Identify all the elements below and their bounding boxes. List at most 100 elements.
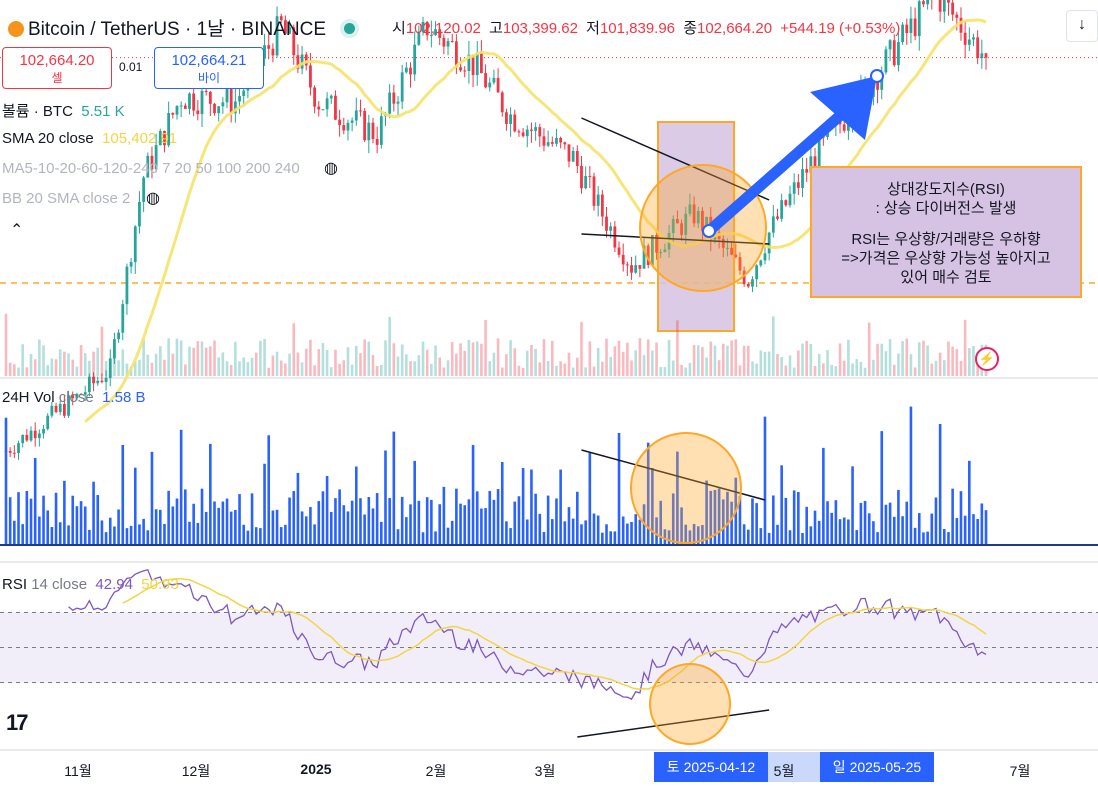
candle-body <box>571 151 575 162</box>
candle-body <box>972 37 975 40</box>
vol24-bar <box>951 488 954 545</box>
volume-bar <box>413 361 416 376</box>
candle-body <box>434 29 437 36</box>
candle-body <box>158 130 162 146</box>
candle-body <box>846 123 850 131</box>
candle-body <box>959 17 963 33</box>
annotation-line5: 있어 매수 검토 <box>900 269 992 286</box>
vol24-bar <box>246 530 250 545</box>
tradingview-logo[interactable]: 17 <box>6 710 29 735</box>
vol24-bar <box>584 520 587 545</box>
volume-legend[interactable]: 볼륨 · BTC 5.51 K <box>2 100 125 121</box>
date-badge-start[interactable]: 토 2025-04-12 <box>654 752 768 782</box>
volume-bar <box>713 345 717 376</box>
volume-bar <box>726 345 729 376</box>
candle-body <box>329 95 333 99</box>
rsi-divergence-annotation[interactable]: 상대강도지수(RSI) : 상승 다이버전스 발생 RSI는 우상향/거래량은 … <box>810 166 1082 298</box>
candle-body <box>275 16 279 56</box>
volume-bar <box>546 360 550 376</box>
volume-bar <box>304 348 308 376</box>
collapse-icon[interactable]: ↓ <box>1066 10 1098 42</box>
volume-bar <box>279 360 283 376</box>
volume-bar <box>884 351 888 376</box>
hidden-eye-icon[interactable]: ◍ <box>146 190 160 207</box>
chevron-up-icon[interactable]: ⌃ <box>10 222 24 239</box>
candle-body <box>229 87 233 114</box>
volume-bar <box>851 363 854 376</box>
vol24-bar <box>142 518 145 545</box>
volume-bar <box>171 353 175 376</box>
volume-bar <box>759 350 763 376</box>
volume-bar <box>550 340 554 376</box>
volume-bar <box>179 340 183 376</box>
rsi-highlight-circle <box>649 663 731 745</box>
volume-bar <box>196 341 200 376</box>
vol24-bar <box>405 517 408 545</box>
vol24-bar <box>384 450 387 545</box>
volume-bar <box>488 361 492 376</box>
candle-body <box>521 132 525 137</box>
volume-bar <box>517 365 521 376</box>
bb-legend[interactable]: BB 20 SMA close 2 <box>2 190 130 207</box>
rsi-ma-line <box>122 578 987 690</box>
candle-body <box>876 82 879 90</box>
annotation-line2: : 상승 다이버전스 발생 <box>875 200 1017 217</box>
symbol-title[interactable]: Bitcoin / TetherUS · 1날 · BINANCE <box>8 14 355 41</box>
vol24-bar <box>847 519 850 545</box>
volume-bar <box>225 361 229 376</box>
candle-body <box>913 18 917 37</box>
candle-body <box>488 82 492 88</box>
ma-legend[interactable]: MA5-10-20-60-120-240 7 20 50 100 200 240 <box>2 160 300 177</box>
candle-body <box>288 27 291 34</box>
candle-body <box>104 377 108 383</box>
time-tick: 2025 <box>300 761 332 777</box>
volume-bar <box>717 360 721 376</box>
candle-body <box>108 358 112 378</box>
buy-button[interactable]: 102,664.21 바이 <box>154 47 264 89</box>
vol24-bar <box>296 472 300 545</box>
candle-body <box>438 29 442 38</box>
hidden-eye-icon[interactable]: ◍ <box>324 160 338 177</box>
volume-bar <box>246 362 250 376</box>
volume-bar <box>817 354 821 376</box>
sell-button[interactable]: 102,664.20 셀 <box>2 47 112 89</box>
volume-bar <box>634 350 638 376</box>
vol24-bar <box>229 511 233 545</box>
time-axis[interactable]: 11월 12월 2025 2월 3월 7월 <box>0 750 1098 786</box>
candle-body <box>142 177 146 202</box>
candle-body <box>346 122 350 131</box>
volume-bar <box>930 363 934 376</box>
candle-body <box>338 119 342 126</box>
candle-body <box>304 54 308 66</box>
buy-label: 바이 <box>197 71 221 85</box>
candle-body <box>492 77 496 83</box>
candle-body <box>463 70 467 72</box>
vol24-bar <box>325 475 329 545</box>
date-badge-end[interactable]: 일 2025-05-25 <box>820 752 934 782</box>
volume-bar <box>580 322 583 376</box>
candle-body <box>396 101 400 104</box>
volume-bar <box>692 344 696 376</box>
vol24-bar <box>442 486 446 545</box>
volume-bar <box>613 346 617 376</box>
volume-bar <box>792 367 796 376</box>
vol24-bar <box>492 499 496 545</box>
vol24-bar <box>972 514 975 545</box>
sma-legend[interactable]: SMA 20 close 105,402.91 <box>2 130 177 147</box>
vol24-bar <box>471 444 475 545</box>
vol24-bar <box>626 523 629 545</box>
volume-bar <box>104 360 108 376</box>
vol24-bar <box>225 498 229 545</box>
vol24-bar <box>838 519 842 545</box>
candle-body <box>354 110 358 121</box>
vol24-legend[interactable]: 24H Vol close 1.58 B <box>2 389 145 406</box>
rsi-legend[interactable]: RSI 14 close 42.94 50.93 <box>2 576 179 593</box>
candle-body <box>42 428 45 434</box>
vol24-bar <box>400 496 404 545</box>
candle-body <box>409 67 412 75</box>
lightning-icon[interactable]: ⚡ <box>975 347 999 371</box>
candle-body <box>238 95 241 102</box>
volume-bar <box>455 353 458 376</box>
vol24-bar <box>713 489 717 545</box>
